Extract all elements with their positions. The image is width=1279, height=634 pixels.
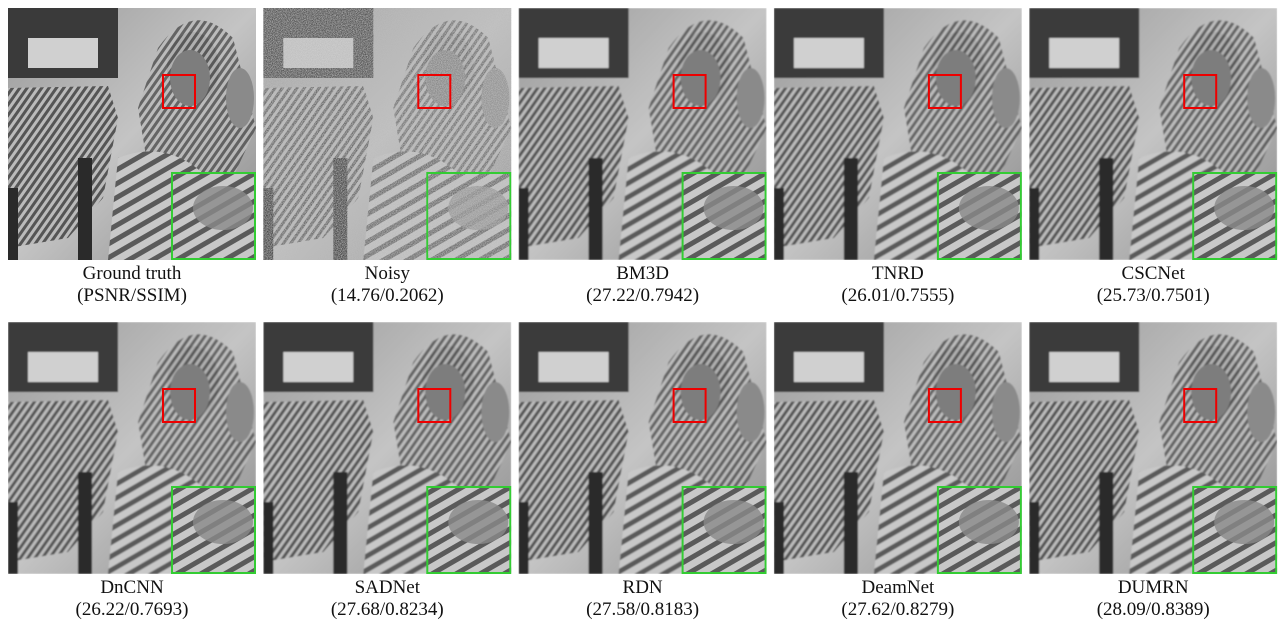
zoom-face bbox=[959, 186, 1019, 230]
method-name: SADNet bbox=[355, 577, 421, 598]
zoom-noise bbox=[428, 174, 509, 258]
table-leg bbox=[774, 188, 784, 260]
page: {"panels": [ {"name": "Ground truth", "m… bbox=[0, 0, 1279, 629]
hand bbox=[992, 382, 1020, 442]
books bbox=[28, 352, 98, 382]
hand bbox=[737, 68, 765, 128]
table-leg bbox=[589, 472, 603, 574]
table-leg bbox=[1099, 472, 1113, 574]
method-name: TNRD bbox=[872, 263, 924, 284]
method-name: RDN bbox=[623, 577, 663, 598]
hand bbox=[737, 382, 765, 442]
method-name: Noisy bbox=[365, 263, 411, 284]
books bbox=[1049, 352, 1119, 382]
zoom-face bbox=[704, 186, 764, 230]
face-front bbox=[1191, 364, 1231, 420]
table-leg bbox=[519, 188, 529, 260]
method-metrics: (27.68/0.8234) bbox=[331, 599, 444, 620]
books bbox=[283, 352, 353, 382]
zoom-face bbox=[959, 500, 1019, 544]
table-leg bbox=[844, 472, 858, 574]
image-panel bbox=[8, 322, 256, 574]
method-metrics: (28.09/0.8389) bbox=[1097, 599, 1210, 620]
method-name: DUMRN bbox=[1118, 577, 1189, 598]
table-leg bbox=[263, 502, 273, 574]
method-metrics: (27.58/0.8183) bbox=[586, 599, 699, 620]
zoom-face bbox=[448, 500, 508, 544]
hand bbox=[226, 68, 254, 128]
face-front bbox=[425, 364, 465, 420]
table-leg bbox=[1099, 158, 1113, 260]
method-name: DeamNet bbox=[861, 577, 935, 598]
zoom-face bbox=[1214, 186, 1274, 230]
books bbox=[794, 38, 864, 68]
method-metrics: (26.22/0.7693) bbox=[76, 599, 189, 620]
method-metrics: (27.22/0.7942) bbox=[586, 285, 699, 306]
books bbox=[539, 352, 609, 382]
face-front bbox=[170, 50, 210, 106]
image-panel bbox=[519, 8, 767, 260]
image-panel bbox=[774, 8, 1022, 260]
table-leg bbox=[1029, 188, 1039, 260]
hand bbox=[992, 68, 1020, 128]
image-panel bbox=[1029, 322, 1277, 574]
method-metrics: (26.01/0.7555) bbox=[841, 285, 954, 306]
zoom-face bbox=[704, 500, 764, 544]
zoom-face bbox=[193, 186, 253, 230]
table-leg bbox=[589, 158, 603, 260]
method-metrics: (14.76/0.2062) bbox=[331, 285, 444, 306]
hand bbox=[1247, 382, 1275, 442]
table-leg bbox=[78, 472, 92, 574]
method-metrics: (PSNR/SSIM) bbox=[77, 285, 187, 306]
face-front bbox=[681, 364, 721, 420]
face-front bbox=[936, 50, 976, 106]
zoom-face bbox=[1214, 500, 1274, 544]
image-panel bbox=[774, 322, 1022, 574]
image-panel bbox=[263, 322, 511, 574]
method-name: CSCNet bbox=[1122, 263, 1186, 284]
face-front bbox=[936, 364, 976, 420]
image-panel bbox=[8, 8, 256, 260]
hand bbox=[1247, 68, 1275, 128]
method-metrics: (27.62/0.8279) bbox=[841, 599, 954, 620]
table-leg bbox=[8, 502, 18, 574]
table-leg bbox=[8, 188, 18, 260]
table-leg bbox=[844, 158, 858, 260]
books bbox=[794, 352, 864, 382]
method-name: BM3D bbox=[616, 263, 669, 284]
hand bbox=[481, 382, 509, 442]
face-front bbox=[1191, 50, 1231, 106]
image-panel bbox=[1029, 8, 1277, 260]
table-leg bbox=[519, 502, 529, 574]
books bbox=[539, 38, 609, 68]
method-name: Ground truth bbox=[83, 263, 182, 284]
zoom-face bbox=[193, 500, 253, 544]
method-metrics: (25.73/0.7501) bbox=[1097, 285, 1210, 306]
table-leg bbox=[333, 472, 347, 574]
table-leg bbox=[78, 158, 92, 260]
table-leg bbox=[774, 502, 784, 574]
hand bbox=[226, 382, 254, 442]
face-front bbox=[681, 50, 721, 106]
face-front bbox=[170, 364, 210, 420]
image-panel bbox=[263, 8, 511, 260]
image-panel bbox=[519, 322, 767, 574]
figure: Ground truth(PSNR/SSIM) Noisy(14.76/0.206… bbox=[0, 0, 1279, 629]
table-leg bbox=[1029, 502, 1039, 574]
method-name: DnCNN bbox=[100, 577, 164, 598]
books bbox=[1049, 38, 1119, 68]
books bbox=[28, 38, 98, 68]
